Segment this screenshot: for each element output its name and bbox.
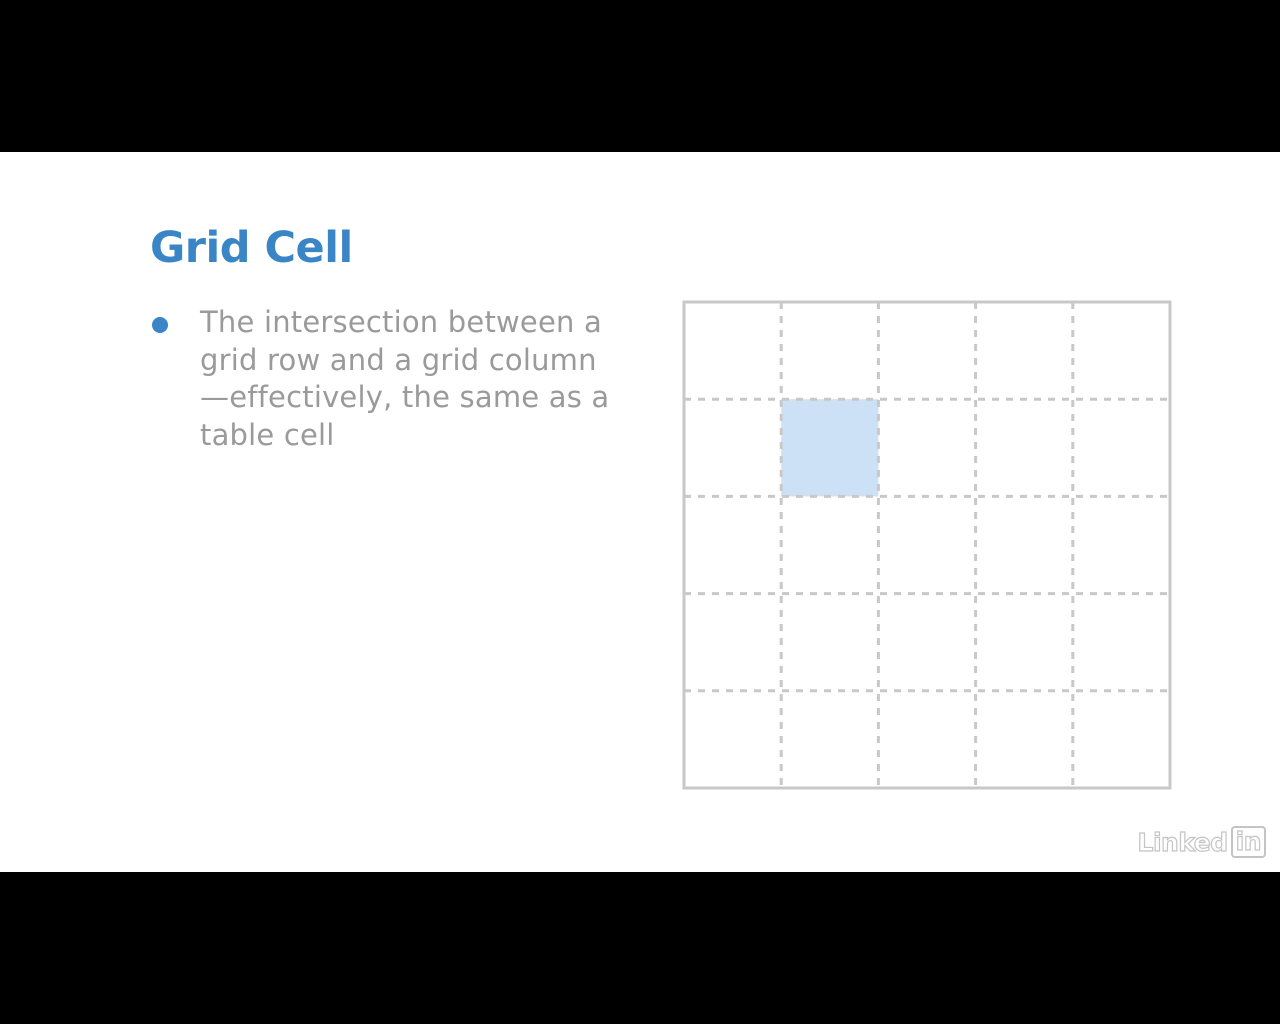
- slide-title: Grid Cell: [150, 223, 353, 273]
- highlighted-grid-cell: [781, 399, 879, 497]
- slide: Grid Cell The intersection between a gri…: [0, 152, 1280, 872]
- letterbox-bottom: [0, 872, 1280, 1024]
- bullet-text: The intersection between a grid row and …: [200, 305, 610, 452]
- linkedin-logo-box: in: [1230, 826, 1266, 858]
- linkedin-logo: Linked in: [1137, 826, 1266, 858]
- letterbox-top: [0, 0, 1280, 152]
- bullet-list: The intersection between a grid row and …: [150, 304, 620, 454]
- grid-diagram-canvas: [682, 300, 1172, 790]
- grid-container-border: [682, 300, 1172, 790]
- list-item: The intersection between a grid row and …: [150, 304, 620, 454]
- linkedin-logo-text: Linked: [1137, 827, 1229, 857]
- grid-diagram: [682, 300, 1172, 790]
- bullet-dot-icon: [152, 317, 168, 333]
